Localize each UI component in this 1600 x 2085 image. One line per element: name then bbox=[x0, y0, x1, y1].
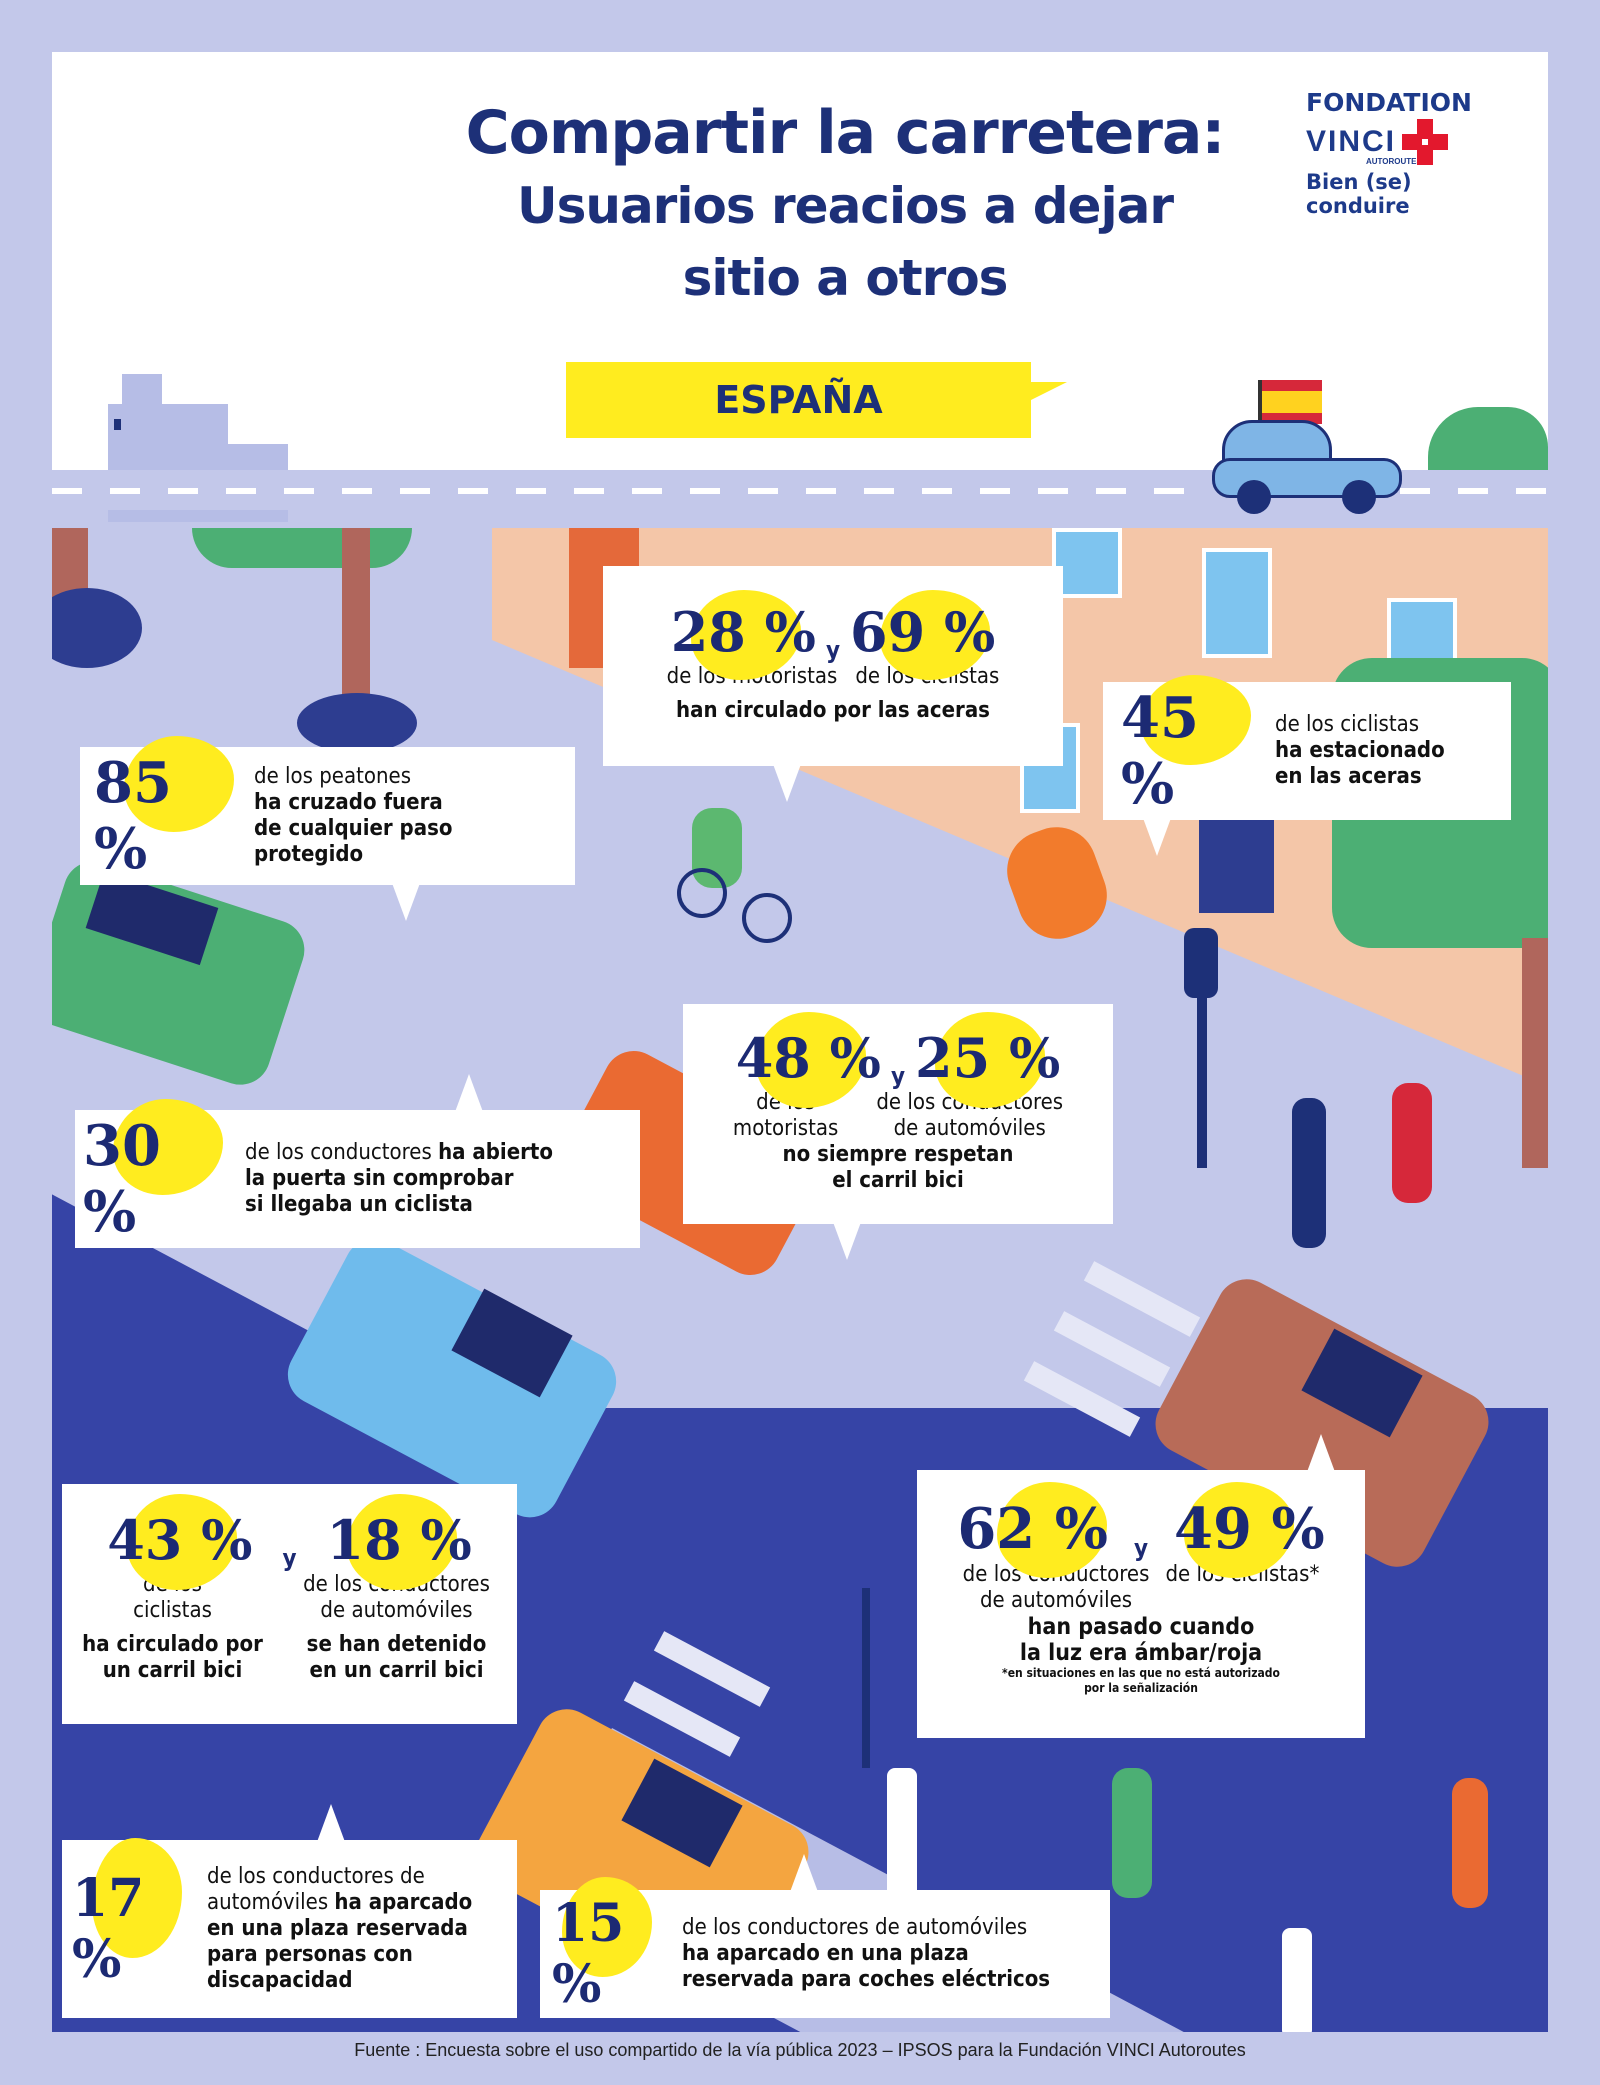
stat-statement: en un carril bici bbox=[309, 1658, 484, 1683]
stat-label: de los conductores de automóviles bbox=[682, 1915, 1028, 1940]
stat-value: 43 % bbox=[107, 1494, 252, 1590]
logo-vinci-text: VINCI bbox=[1306, 125, 1397, 158]
stat-value: 30 % bbox=[83, 1099, 233, 1245]
stat-statement: en una plaza reservada bbox=[207, 1916, 468, 1941]
ev-charger bbox=[1282, 1928, 1312, 2032]
source-footer: Fuente : Encuesta sobre el uso compartid… bbox=[354, 2040, 1246, 2060]
stat-statement: no siempre respetan bbox=[782, 1142, 1014, 1167]
stat-label: de automóviles bbox=[893, 1116, 1046, 1141]
car-with-spain-flag-illustration bbox=[1212, 380, 1412, 520]
stat-statement: ha estacionado bbox=[1275, 738, 1445, 763]
bush-illustration bbox=[1428, 407, 1548, 472]
stat-value: 28 % bbox=[671, 590, 816, 680]
traffic-light-pole bbox=[1197, 938, 1207, 1168]
title-line-2: Usuarios reacios a dejar bbox=[516, 177, 1174, 235]
stat-statement: si llegaba un ciclista bbox=[245, 1192, 473, 1217]
stat-statement: discapacidad bbox=[207, 1968, 353, 1993]
stat-sidewalk-riding: 28 % y 69 % de los motoristas de los cic… bbox=[603, 566, 1063, 802]
footnote: por la señalización bbox=[1084, 1681, 1198, 1695]
stat-statement: han pasado cuando bbox=[1027, 1614, 1255, 1640]
pedestrian-with-stroller bbox=[1112, 1768, 1152, 1898]
tree-trunk bbox=[1522, 938, 1548, 1168]
stat-value: 49 % bbox=[1174, 1482, 1325, 1578]
stat-label: de los conductores bbox=[245, 1140, 439, 1165]
green-car bbox=[52, 853, 313, 1093]
stat-pedestrians: 85 % de los peatones ha cruzado fuera de… bbox=[80, 736, 575, 921]
stat-label: de los ciclistas bbox=[1275, 712, 1420, 737]
tree-grate bbox=[52, 588, 142, 668]
stat-statement: un carril bici bbox=[102, 1658, 243, 1683]
stat-statement: el carril bici bbox=[832, 1168, 964, 1193]
stat-label: de los peatones bbox=[254, 764, 412, 789]
stat-label: automóviles bbox=[207, 1890, 335, 1915]
tree-grate bbox=[297, 693, 417, 753]
window bbox=[1202, 548, 1272, 658]
stat-statement: la luz era ámbar/roja bbox=[1019, 1640, 1263, 1666]
stat-value: 25 % bbox=[915, 1012, 1060, 1108]
fondation-vinci-logo: FONDATION VINCI AUTOROUTES Bien (se) con… bbox=[1306, 88, 1506, 218]
logo-fondation: FONDATION bbox=[1306, 88, 1472, 117]
connector: y bbox=[890, 1062, 906, 1090]
stat-ev-parking: 15 % de los conductores de automóviles h… bbox=[540, 1854, 1110, 2018]
connector: y bbox=[1133, 1534, 1149, 1562]
window bbox=[1052, 528, 1122, 598]
bicycle-wheel bbox=[677, 868, 727, 918]
stat-statement: han circulado por las aceras bbox=[676, 698, 990, 723]
stat-red-light: 62 % y 49 % de los conductores de automóv… bbox=[917, 1434, 1365, 1738]
stat-value: 62 % bbox=[957, 1482, 1108, 1578]
stat-cyclists-parking: 45 % de los ciclistas ha estacionado en … bbox=[1103, 675, 1511, 856]
tree-top-left bbox=[192, 528, 412, 568]
stat-statement: en las aceras bbox=[1275, 764, 1422, 789]
stat-value: 48 % bbox=[736, 1012, 881, 1108]
traffic-light bbox=[1184, 928, 1218, 998]
stat-value: 85 % bbox=[94, 736, 244, 882]
crosswalk-stripe bbox=[1083, 1261, 1201, 1337]
tree-trunk bbox=[342, 528, 370, 718]
stat-statement: protegido bbox=[254, 842, 364, 867]
pedestrian-walking bbox=[1452, 1778, 1488, 1908]
page-title: Compartir la carretera: Usuarios reacios… bbox=[52, 96, 1548, 314]
stat-statement: de cualquier paso bbox=[254, 816, 453, 841]
stat-door-opening: 30 % de los conductores ha abierto la pu… bbox=[75, 1074, 640, 1248]
title-line-3: sitio a otros bbox=[682, 249, 1009, 307]
stat-bike-lane-use: 43 % y 18 % de los ciclistas ha circulad… bbox=[62, 1484, 517, 1724]
title-line-1: Compartir la carretera: bbox=[465, 98, 1226, 168]
stat-statement: para personas con bbox=[207, 1942, 413, 1967]
stat-value: 17 % bbox=[72, 1838, 207, 1990]
pedestrian-man bbox=[1292, 1098, 1326, 1248]
bicycle-wheel bbox=[742, 893, 792, 943]
stat-value: 18 % bbox=[327, 1494, 472, 1590]
stat-statement: ha circulado por bbox=[82, 1632, 263, 1657]
stat-statement: ha abierto bbox=[438, 1140, 553, 1165]
vinci-cross-icon bbox=[1402, 119, 1449, 165]
stat-value: 15 % bbox=[552, 1877, 682, 2015]
pedestrian-woman bbox=[1392, 1083, 1432, 1203]
stat-label: de automóviles bbox=[979, 1588, 1133, 1613]
connector: y bbox=[282, 1544, 297, 1572]
logo-autoroutes: AUTOROUTES bbox=[1366, 157, 1422, 166]
stat-statement: reservada para coches eléctricos bbox=[682, 1967, 1051, 1992]
stat-statement: ha aparcado en una plaza bbox=[682, 1941, 969, 1966]
stat-statement: ha aparcado bbox=[334, 1890, 473, 1915]
stat-value: 45 % bbox=[1121, 675, 1261, 817]
stat-label: motoristas bbox=[732, 1116, 839, 1141]
stat-disabled-parking: 17 % de los conductores de automóviles h… bbox=[62, 1804, 517, 2018]
stat-label: de los conductores de bbox=[207, 1864, 425, 1889]
stat-statement: la puerta sin comprobar bbox=[245, 1166, 514, 1191]
stat-label: ciclistas bbox=[133, 1598, 212, 1623]
stat-label: de automóviles bbox=[320, 1598, 473, 1623]
logo-vinci: VINCI bbox=[1306, 119, 1506, 165]
stat-statement: ha cruzado fuera bbox=[254, 790, 443, 815]
country-label: ESPAÑA bbox=[566, 362, 1031, 438]
traffic-light-pole bbox=[862, 1588, 870, 1768]
stat-statement: se han detenido bbox=[306, 1632, 487, 1657]
crosswalk-stripe bbox=[1053, 1311, 1171, 1387]
connector: y bbox=[825, 636, 841, 664]
logo-tagline: Bien (se) conduire bbox=[1306, 170, 1412, 218]
footnote: *en situaciones en las que no está autor… bbox=[1002, 1666, 1280, 1680]
stat-value: 69 % bbox=[850, 590, 995, 680]
